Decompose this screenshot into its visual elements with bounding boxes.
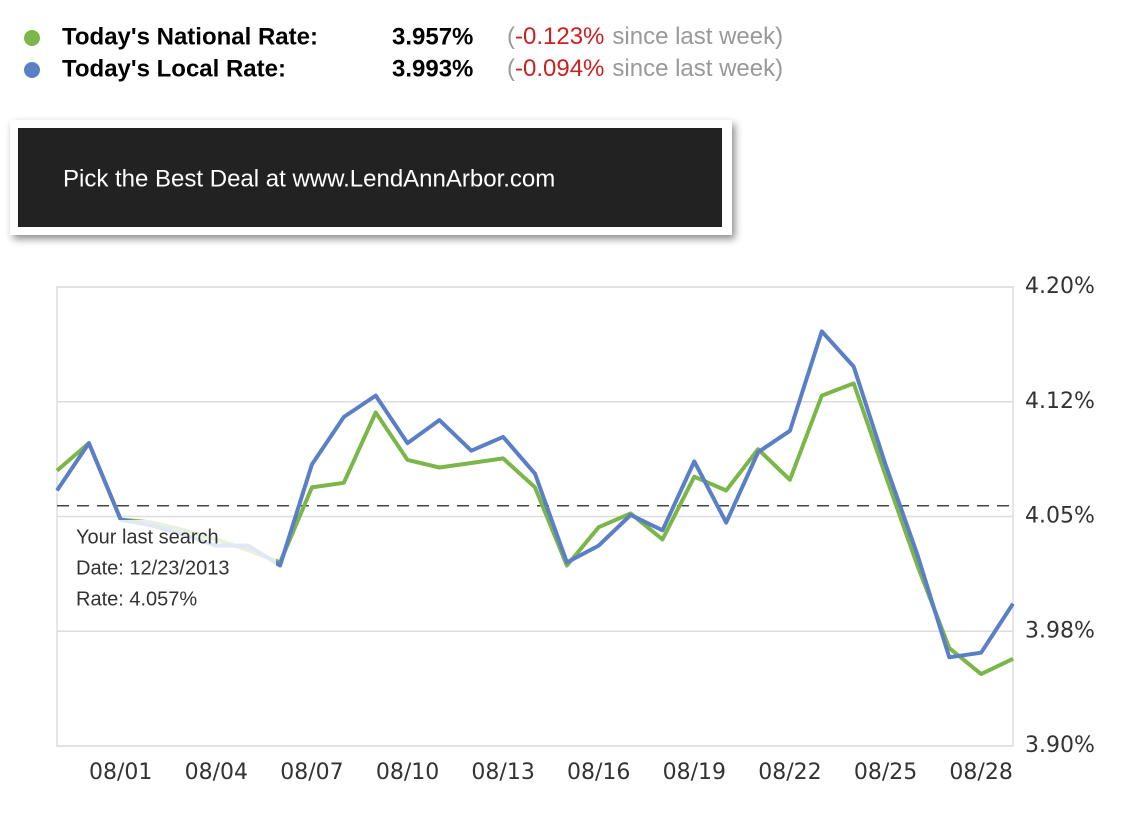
paren: ( xyxy=(507,23,515,50)
y-tick-label: 4.05% xyxy=(1025,504,1095,529)
banner[interactable] xyxy=(18,128,722,227)
change-value: -0.123% xyxy=(515,23,604,50)
x-tick-label: 08/25 xyxy=(854,760,917,785)
rate-value: 3.957% xyxy=(392,23,473,50)
rate-value: 3.993% xyxy=(392,55,473,82)
x-tick-label: 08/10 xyxy=(376,760,439,785)
y-tick-label: 4.20% xyxy=(1025,274,1095,299)
banner-text[interactable]: Pick the Best Deal at www.LendAnnArbor.c… xyxy=(63,165,555,192)
rate-change: (-0.123% since last week) xyxy=(507,23,783,50)
x-tick-label: 08/01 xyxy=(89,760,152,785)
tooltip-text: Your last search xyxy=(76,526,219,548)
rate-label: Today's National Rate: xyxy=(62,23,318,50)
x-tick-label: 08/22 xyxy=(758,760,821,785)
tooltip-text: Date: 12/23/2013 xyxy=(76,557,229,579)
x-tick-label: 08/04 xyxy=(185,760,248,785)
change-note: since last week) xyxy=(612,23,783,50)
rate-label: Today's Local Rate: xyxy=(62,55,286,82)
x-tick-label: 08/16 xyxy=(567,760,630,785)
x-tick-label: 08/07 xyxy=(280,760,343,785)
change-note: since last week) xyxy=(612,55,783,82)
legend-dot xyxy=(24,62,40,78)
y-tick-label: 4.12% xyxy=(1025,389,1095,414)
legend-dot xyxy=(24,30,40,46)
rate-change: (-0.094% since last week) xyxy=(507,55,783,82)
chart: 4.20% 4.12% 4.05% 3.98% 3.90% 08/01 08/04 08/07… xyxy=(55,274,1095,785)
paren: ( xyxy=(507,55,515,82)
y-tick-label: 3.90% xyxy=(1025,733,1095,758)
rate-header: Today's National Rate: 3.957% (-0.123% sinc… xyxy=(24,23,783,82)
x-tick-label: 08/19 xyxy=(663,760,726,785)
x-tick-label: 08/28 xyxy=(949,760,1012,785)
change-value: -0.094% xyxy=(515,55,604,82)
tooltip-text: Rate: 4.057% xyxy=(76,588,197,610)
x-tick-label: 08/13 xyxy=(471,760,534,785)
tooltip-box xyxy=(66,520,276,616)
y-tick-label: 3.98% xyxy=(1025,618,1095,643)
